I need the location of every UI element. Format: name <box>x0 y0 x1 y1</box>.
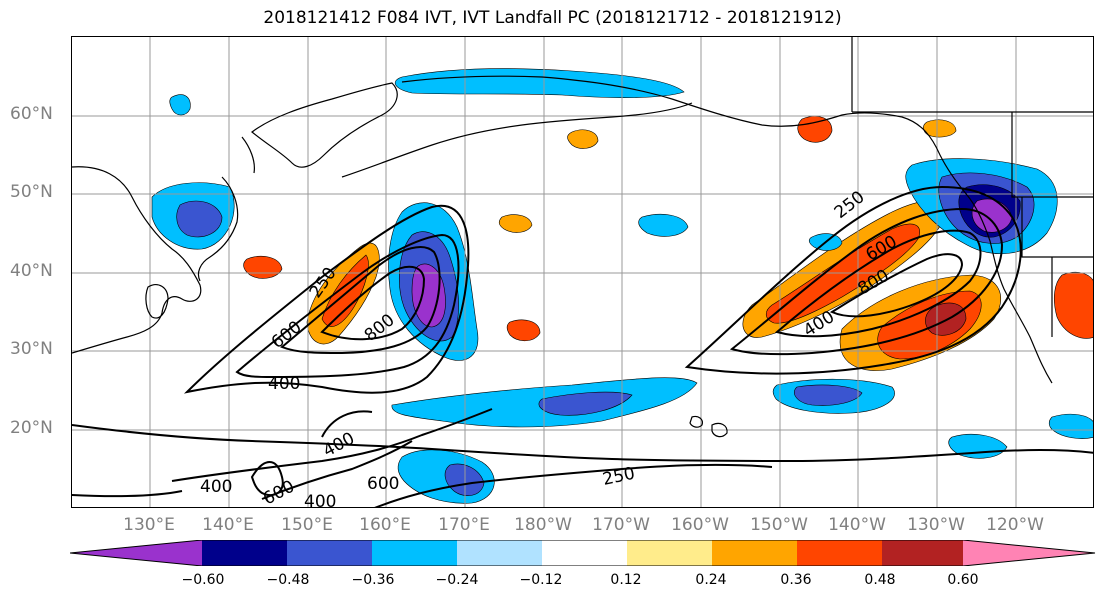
colorbar-tick-neg-048: −0.48 <box>266 572 310 588</box>
colorbar <box>70 540 1096 566</box>
contour-400-east <box>729 207 1004 356</box>
negative-anomaly-arctic <box>394 68 685 98</box>
colorbar-segment-048-060 <box>882 540 963 566</box>
colorbar-tick-pos-036: 0.36 <box>780 572 812 588</box>
lon-label-150w: 150°W <box>750 515 808 535</box>
hawaii-islands <box>689 415 728 438</box>
contour-tropics-d <box>374 463 773 507</box>
colorbar-tick-neg-012: −0.12 <box>519 572 563 588</box>
lon-label-170w: 170°W <box>592 515 650 535</box>
aleutian-islands <box>341 102 693 178</box>
positive-anomaly-gulf <box>797 116 833 143</box>
lon-label-160w: 160°W <box>671 515 729 535</box>
contour-label-250-tropics: 250 <box>601 464 637 490</box>
colorbar-segment-048-036 <box>287 540 372 566</box>
shading-layer <box>151 68 1093 504</box>
lon-label-140w: 140°W <box>828 515 886 535</box>
positive-anomaly-misc-1 <box>506 319 541 342</box>
lat-label-40n: 40°N <box>10 261 53 281</box>
contour-tropics-g <box>321 410 373 438</box>
contour-600-east <box>774 229 982 338</box>
positive-anomaly-misc-3 <box>567 129 599 149</box>
lon-label-150e: 150°E <box>281 515 333 535</box>
negative-anomaly-east-tropics-core <box>793 384 863 406</box>
negative-anomaly-misc-3 <box>1048 413 1093 439</box>
negative-anomaly-northwest-core <box>971 198 1013 233</box>
colorbar-segment-012-024 <box>627 540 712 566</box>
lat-label-50n: 50°N <box>10 182 53 202</box>
ivt-contours <box>72 185 1093 507</box>
contour-250-west <box>183 204 470 394</box>
map-panel: 250 600 800 400 250 600 800 400 400 400 … <box>71 36 1094 508</box>
graticule <box>72 37 1093 507</box>
lat-label-20n: 20°N <box>10 418 53 438</box>
lat-label-30n: 30°N <box>10 339 53 359</box>
contour-250-east <box>684 185 1022 375</box>
kamchatka <box>251 82 398 168</box>
contour-label-600-sw: 600 <box>260 477 298 508</box>
contour-label-400-sw: 400 <box>200 477 232 497</box>
us-states <box>1021 197 1093 337</box>
lon-label-130w: 130°W <box>907 515 965 535</box>
colorbar-segment-036-048 <box>797 540 882 566</box>
contour-800-west <box>320 265 426 341</box>
canada-border <box>851 37 1093 198</box>
colorbar-tick-pos-012: 0.12 <box>610 572 642 588</box>
colorbar-segment-024-036 <box>712 540 797 566</box>
colorbar-tick-neg-060: −0.60 <box>181 572 225 588</box>
positive-anomaly-misc-5 <box>923 119 957 138</box>
colorbar-tick-pos-060: 0.60 <box>947 572 979 588</box>
negative-anomaly-east-asia-core <box>176 200 223 238</box>
lon-label-140e: 140°E <box>202 515 254 535</box>
colorbar-segment-024-012 <box>457 540 542 566</box>
asia-coastline <box>72 166 202 354</box>
coastlines <box>72 37 1093 438</box>
contour-label-800-west: 800 <box>361 310 399 346</box>
colorbar-segment-036-024 <box>372 540 457 566</box>
map-canvas: 250 600 800 400 250 600 800 400 400 400 … <box>72 37 1093 508</box>
alaska-coastline <box>401 75 1053 384</box>
colorbar-outline <box>70 540 1096 566</box>
contour-label-400-west: 400 <box>268 374 300 394</box>
contour-800-east <box>829 253 964 318</box>
contour-400-west <box>235 233 460 379</box>
colorbar-segment-lt-060 <box>70 540 202 566</box>
contour-tropics-e <box>250 461 284 497</box>
contour-label-600-s: 600 <box>367 474 399 494</box>
negative-band-tropics-core <box>538 391 633 416</box>
contour-tropics-a <box>72 424 1093 463</box>
contour-tropics-c <box>261 440 413 500</box>
negative-anomaly-misc-1 <box>638 214 689 237</box>
colorbar-tick-pos-024: 0.24 <box>695 572 727 588</box>
contour-label-250-east: 250 <box>831 187 869 223</box>
lon-label-130e: 130°E <box>123 515 175 535</box>
colorbar-tick-pos-048: 0.48 <box>864 572 896 588</box>
japan-islands <box>197 136 255 282</box>
lon-label-170e: 170°E <box>438 515 490 535</box>
contour-label-layer: 250 600 800 400 250 600 800 400 400 400 … <box>200 187 901 508</box>
colorbar-tick-neg-024: −0.24 <box>435 572 479 588</box>
contour-tropics-f <box>72 490 183 498</box>
negative-anomaly-misc-4 <box>169 94 191 116</box>
colorbar-segment-060-048 <box>202 540 287 566</box>
lon-label-120w: 120°W <box>986 515 1044 535</box>
positive-anomaly-california <box>1053 272 1093 339</box>
lon-label-160e: 160°E <box>359 515 411 535</box>
positive-anomaly-misc-2 <box>243 256 283 279</box>
contour-600-west <box>280 246 441 355</box>
lat-label-60n: 60°N <box>10 104 53 124</box>
contour-label-400-s: 400 <box>304 492 336 508</box>
contour-label-600-west: 600 <box>268 317 306 353</box>
lon-label-180w: 180°W <box>514 515 572 535</box>
colorbar-tick-neg-036: −0.36 <box>351 572 395 588</box>
contour-tropics-b <box>171 408 493 482</box>
korea-peninsula <box>145 284 169 319</box>
map-title: 2018121412 F084 IVT, IVT Landfall PC (20… <box>263 8 842 28</box>
positive-anomaly-misc-4 <box>498 214 533 233</box>
colorbar-segment-gt-060 <box>963 540 1095 566</box>
colorbar-segment-012-012 <box>542 540 627 566</box>
